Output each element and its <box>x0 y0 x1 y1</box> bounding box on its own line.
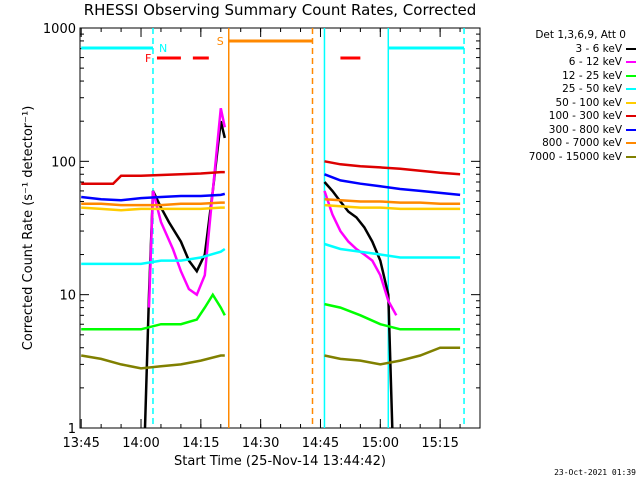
legend-label: 100 - 300 keV <box>548 110 622 123</box>
x-tick-label: 14:30 <box>242 436 279 451</box>
legend-entry: 25 - 50 keV <box>486 83 636 97</box>
series-line <box>324 197 461 206</box>
series-line <box>81 206 225 212</box>
legend-swatch <box>626 101 636 104</box>
series-line <box>81 192 226 202</box>
y-tick-label: 1000 <box>43 22 76 37</box>
legend-label: 50 - 100 keV <box>555 96 622 109</box>
series-line <box>324 242 461 259</box>
series-line <box>81 292 226 331</box>
series-line <box>324 346 461 366</box>
legend-swatch <box>626 115 636 118</box>
legend-swatch <box>626 61 636 64</box>
legend-entry: 100 - 300 keV <box>486 110 636 124</box>
legend-swatch <box>626 88 636 91</box>
legend-entry: 12 - 25 keV <box>486 69 636 83</box>
flag-label: S <box>217 35 224 48</box>
series-line <box>81 247 226 266</box>
legend-label: 300 - 800 keV <box>548 123 622 136</box>
series-line <box>324 160 461 176</box>
series-line <box>323 181 394 429</box>
x-tick-label: 15:00 <box>362 436 399 451</box>
series-line <box>80 354 225 370</box>
x-tick-label: 14:45 <box>302 436 339 451</box>
legend-label: 25 - 50 keV <box>562 83 622 96</box>
flag-label: N <box>159 42 167 55</box>
generation-timestamp: 23-Oct-2021 01:39 <box>554 468 636 477</box>
series-line <box>324 203 461 211</box>
legend-label: 800 - 7000 keV <box>542 137 622 150</box>
series-line <box>324 173 461 197</box>
legend-swatch <box>626 74 636 77</box>
legend-header: Det 1,3,6,9, Att 0 <box>535 29 626 41</box>
legend-entry: 50 - 100 keV <box>486 96 636 110</box>
chart-title: RHESSI Observing Summary Count Rates, Co… <box>83 1 477 19</box>
legend-entry: 7000 - 15000 keV <box>486 150 636 164</box>
legend-entry: 300 - 800 keV <box>486 123 636 137</box>
legend-swatch <box>626 128 636 131</box>
y-tick-label: 10 <box>59 289 76 304</box>
x-tick-label: 15:15 <box>421 436 458 451</box>
legend-swatch <box>626 155 636 158</box>
series-line <box>81 170 225 185</box>
plot-frame <box>79 27 481 429</box>
legend-swatch <box>626 47 636 50</box>
series-line <box>143 120 227 429</box>
legend-swatch <box>626 142 636 145</box>
x-tick-label: 14:00 <box>122 436 159 451</box>
y-tick-label: 100 <box>51 155 76 170</box>
x-tick-label: 13:45 <box>62 436 99 451</box>
y-axis-label: Corrected Count Rate (s⁻¹ detector⁻¹) <box>21 106 36 351</box>
legend-entry: 6 - 12 keV <box>486 56 636 70</box>
legend-label: 3 - 6 keV <box>575 42 622 55</box>
legend-entry: 800 - 7000 keV <box>486 137 636 151</box>
legend-entry: 3 - 6 keV <box>486 42 636 56</box>
legend-label: 7000 - 15000 keV <box>528 150 622 163</box>
series-line <box>323 190 398 316</box>
series-line <box>324 302 461 331</box>
legend-label: 12 - 25 keV <box>562 69 622 82</box>
series-line <box>147 108 227 308</box>
series-line <box>81 201 225 207</box>
x-tick-label: 14:15 <box>182 436 219 451</box>
x-axis-label: Start Time (25-Nov-14 13:44:42) <box>174 454 386 469</box>
legend-label: 6 - 12 keV <box>568 56 622 69</box>
legend: Det 1,3,6,9, Att 0 3 - 6 keV 6 - 12 keV … <box>486 28 636 164</box>
flag-label: F <box>145 52 151 65</box>
y-tick-label: 1 <box>68 422 76 437</box>
